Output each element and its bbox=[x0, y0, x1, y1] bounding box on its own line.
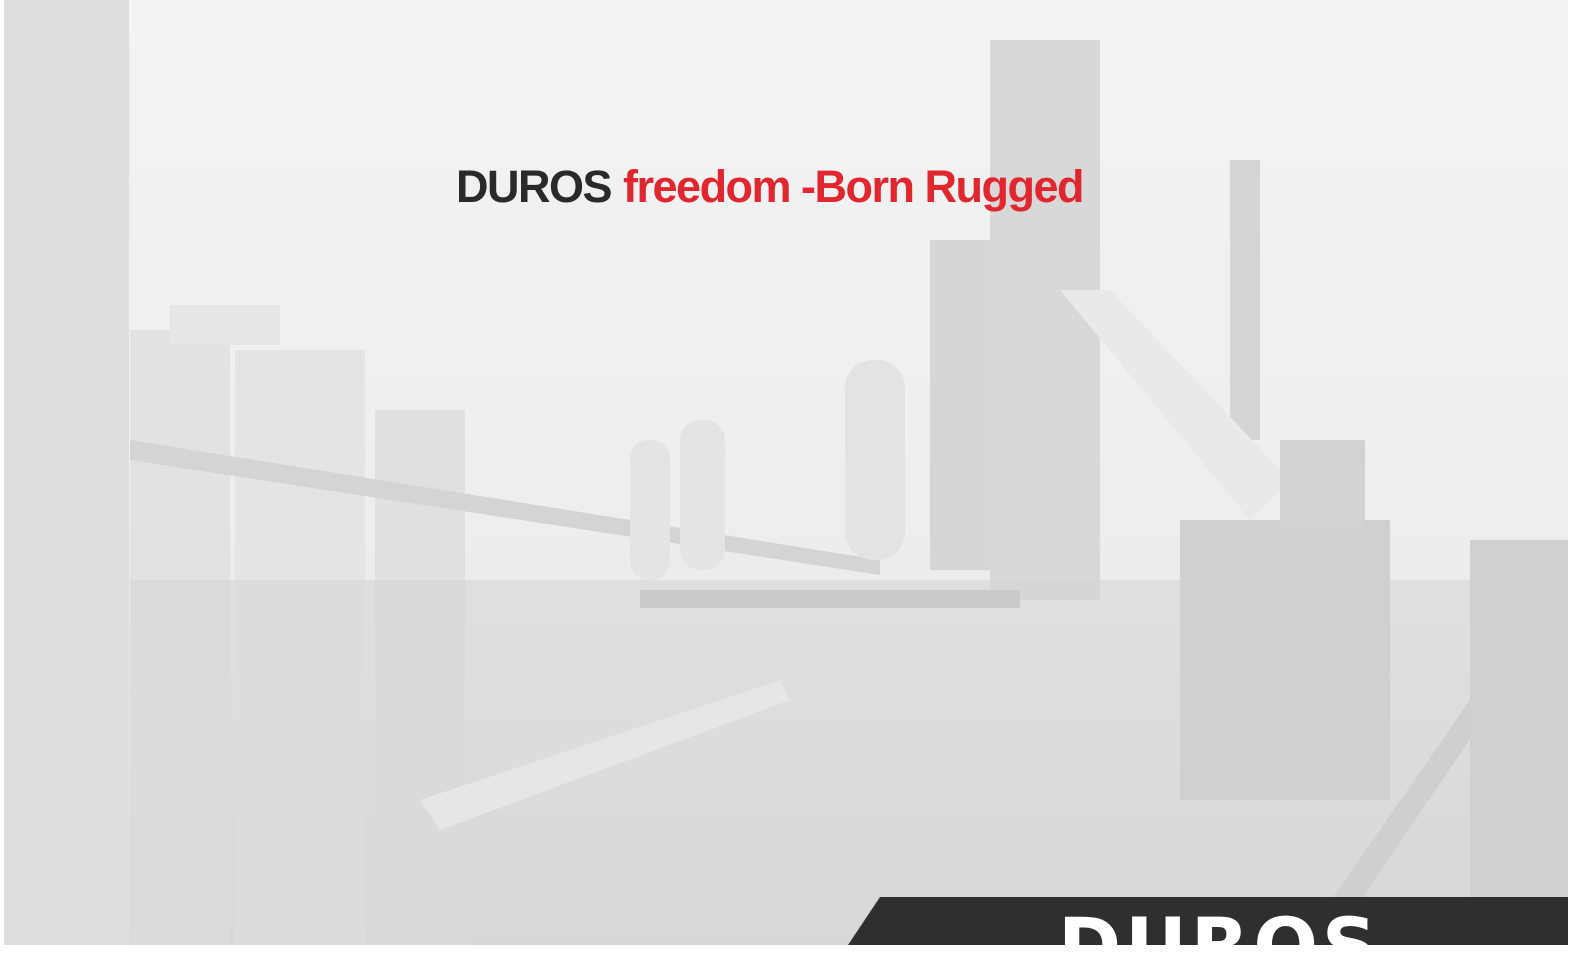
brand-name: DUROS bbox=[456, 161, 611, 212]
background-image bbox=[4, 0, 1568, 945]
tagline-text: freedom -Born Rugged bbox=[623, 161, 1083, 212]
footer-tab: DUROS bbox=[848, 897, 1568, 959]
page: {"hero": {"brand": "DUROS", "tagline": "… bbox=[0, 0, 1592, 959]
tab-label: DUROS bbox=[1058, 901, 1381, 959]
hero-banner: DUROSfreedom -Born Rugged DUROS bbox=[0, 0, 1592, 959]
